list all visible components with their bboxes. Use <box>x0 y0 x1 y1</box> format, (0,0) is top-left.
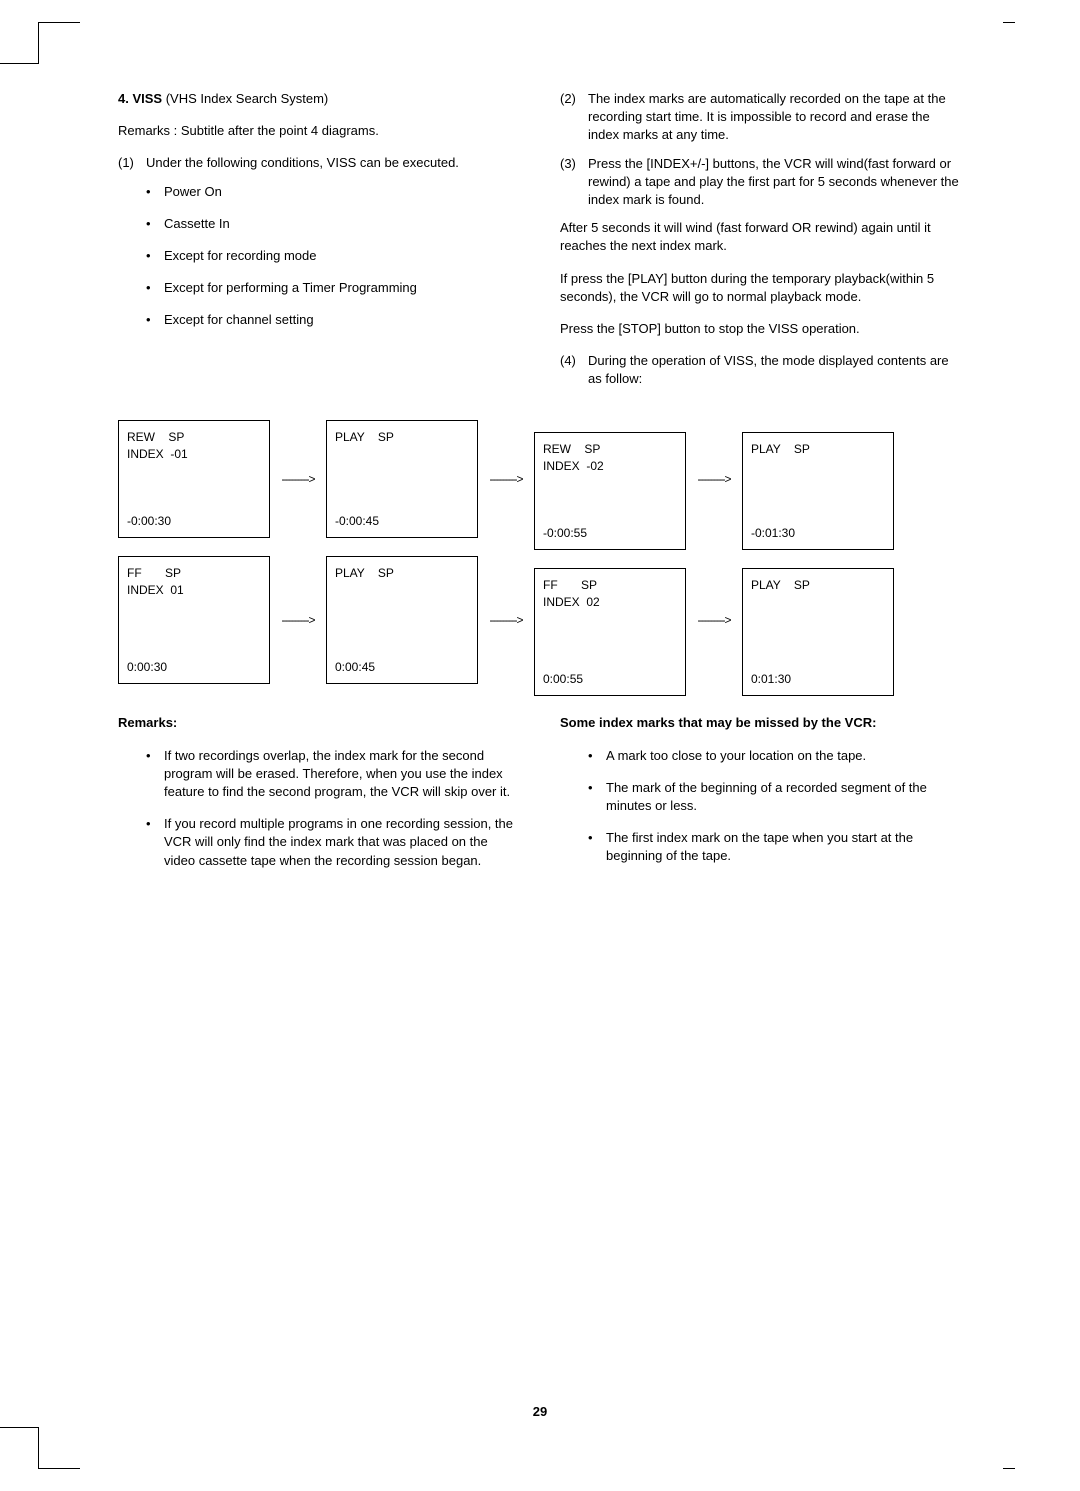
item-3: (3) Press the [INDEX+/-] buttons, the VC… <box>560 155 962 210</box>
condition-list: Power On Cassette In Except for recordin… <box>118 183 520 330</box>
item-3-num: (3) <box>560 155 588 210</box>
display-box: REW SP INDEX -02 -0:00:55 <box>534 432 686 550</box>
item-1-num: (1) <box>118 154 146 172</box>
box-bot: 0:00:55 <box>543 665 677 688</box>
para-play: If press the [PLAY] button during the te… <box>560 270 962 306</box>
box-top: FF SP INDEX 01 <box>127 565 261 599</box>
item-2-text: The index marks are automatically record… <box>588 90 962 145</box>
page-number: 29 <box>0 1403 1080 1421</box>
box-top: PLAY SP <box>335 565 469 582</box>
item-1: (1) Under the following conditions, VISS… <box>118 154 520 172</box>
list-item: Except for recording mode <box>146 247 520 265</box>
list-item: If two recordings overlap, the index mar… <box>146 747 520 802</box>
diagram: REW SP INDEX -01 -0:00:30 ---------> PLA… <box>118 420 962 684</box>
list-item: Except for performing a Timer Programmin… <box>146 279 520 297</box>
box-bot: 0:00:45 <box>335 653 469 676</box>
list-item: A mark too close to your location on the… <box>588 747 962 765</box>
section-title-bold: VISS <box>132 91 162 106</box>
item-2-num: (2) <box>560 90 588 145</box>
item-1-text: Under the following conditions, VISS can… <box>146 154 520 172</box>
box-top: PLAY SP <box>335 429 469 446</box>
crop-line-top <box>0 63 38 64</box>
crop-mark-br <box>1003 1427 1015 1469</box>
section-number: 4. <box>118 91 129 106</box>
remarks-list: If two recordings overlap, the index mar… <box>118 747 520 870</box>
lower-columns: Remarks: If two recordings overlap, the … <box>118 714 962 883</box>
section-title: 4. VISS (VHS Index Search System) <box>118 90 520 108</box>
item-4-text: During the operation of VISS, the mode d… <box>588 352 962 388</box>
crop-line-bot <box>0 1427 38 1428</box>
box-bot: 0:00:30 <box>127 653 261 676</box>
left-column: 4. VISS (VHS Index Search System) Remark… <box>118 90 520 398</box>
display-box: FF SP INDEX 01 0:00:30 <box>118 556 270 684</box>
display-box: PLAY SP 0:00:45 <box>326 556 478 684</box>
diagram-row-2: FF SP INDEX 01 0:00:30 ---------> PLAY S… <box>118 556 962 684</box>
arrow-icon: ---------> <box>686 471 742 488</box>
display-box: PLAY SP -0:01:30 <box>742 432 894 550</box>
missed-heading: Some index marks that may be missed by t… <box>560 714 962 732</box>
upper-columns: 4. VISS (VHS Index Search System) Remark… <box>118 90 962 398</box>
crop-mark-tl <box>38 22 80 64</box>
item-3-text: Press the [INDEX+/-] buttons, the VCR wi… <box>588 155 962 210</box>
page-content: 4. VISS (VHS Index Search System) Remark… <box>118 90 962 884</box>
item-4: (4) During the operation of VISS, the mo… <box>560 352 962 388</box>
arrow-icon: ---------> <box>686 612 742 629</box>
missed-list: A mark too close to your location on the… <box>560 747 962 866</box>
box-top: REW SP INDEX -02 <box>543 441 677 475</box>
diagram-row-1: REW SP INDEX -01 -0:00:30 ---------> PLA… <box>118 420 962 538</box>
box-bot: -0:00:45 <box>335 513 469 530</box>
display-box: REW SP INDEX -01 -0:00:30 <box>118 420 270 538</box>
arrow-icon: ---------> <box>478 471 534 488</box>
item-2: (2) The index marks are automatically re… <box>560 90 962 145</box>
box-bot: -0:00:30 <box>127 513 261 530</box>
remarks-intro: Remarks : Subtitle after the point 4 dia… <box>118 122 520 140</box>
list-item: Power On <box>146 183 520 201</box>
box-bot: -0:00:55 <box>543 525 677 542</box>
list-item: The first index mark on the tape when yo… <box>588 829 962 865</box>
lower-right: Some index marks that may be missed by t… <box>560 714 962 883</box>
list-item: If you record multiple programs in one r… <box>146 815 520 870</box>
display-box: PLAY SP 0:01:30 <box>742 568 894 696</box>
crop-mark-tr <box>1003 22 1015 64</box>
box-top: PLAY SP <box>751 441 885 458</box>
item-4-num: (4) <box>560 352 588 388</box>
box-top: FF SP INDEX 02 <box>543 577 677 611</box>
crop-mark-bl <box>38 1427 80 1469</box>
remarks-heading: Remarks: <box>118 714 520 732</box>
box-bot: -0:01:30 <box>751 525 885 542</box>
lower-left: Remarks: If two recordings overlap, the … <box>118 714 520 883</box>
display-box: FF SP INDEX 02 0:00:55 <box>534 568 686 696</box>
right-column: (2) The index marks are automatically re… <box>560 90 962 398</box>
box-top: REW SP INDEX -01 <box>127 429 261 463</box>
list-item: Cassette In <box>146 215 520 233</box>
list-item: The mark of the beginning of a recorded … <box>588 779 962 815</box>
arrow-icon: ---------> <box>270 612 326 629</box>
section-title-rest: (VHS Index Search System) <box>162 91 328 106</box>
para-stop: Press the [STOP] button to stop the VISS… <box>560 320 962 338</box>
list-item: Except for channel setting <box>146 311 520 329</box>
para-after-5s: After 5 seconds it will wind (fast forwa… <box>560 219 962 255</box>
box-top: PLAY SP <box>751 577 885 594</box>
arrow-icon: ---------> <box>270 471 326 488</box>
box-bot: 0:01:30 <box>751 665 885 688</box>
arrow-icon: ---------> <box>478 612 534 629</box>
display-box: PLAY SP -0:00:45 <box>326 420 478 538</box>
